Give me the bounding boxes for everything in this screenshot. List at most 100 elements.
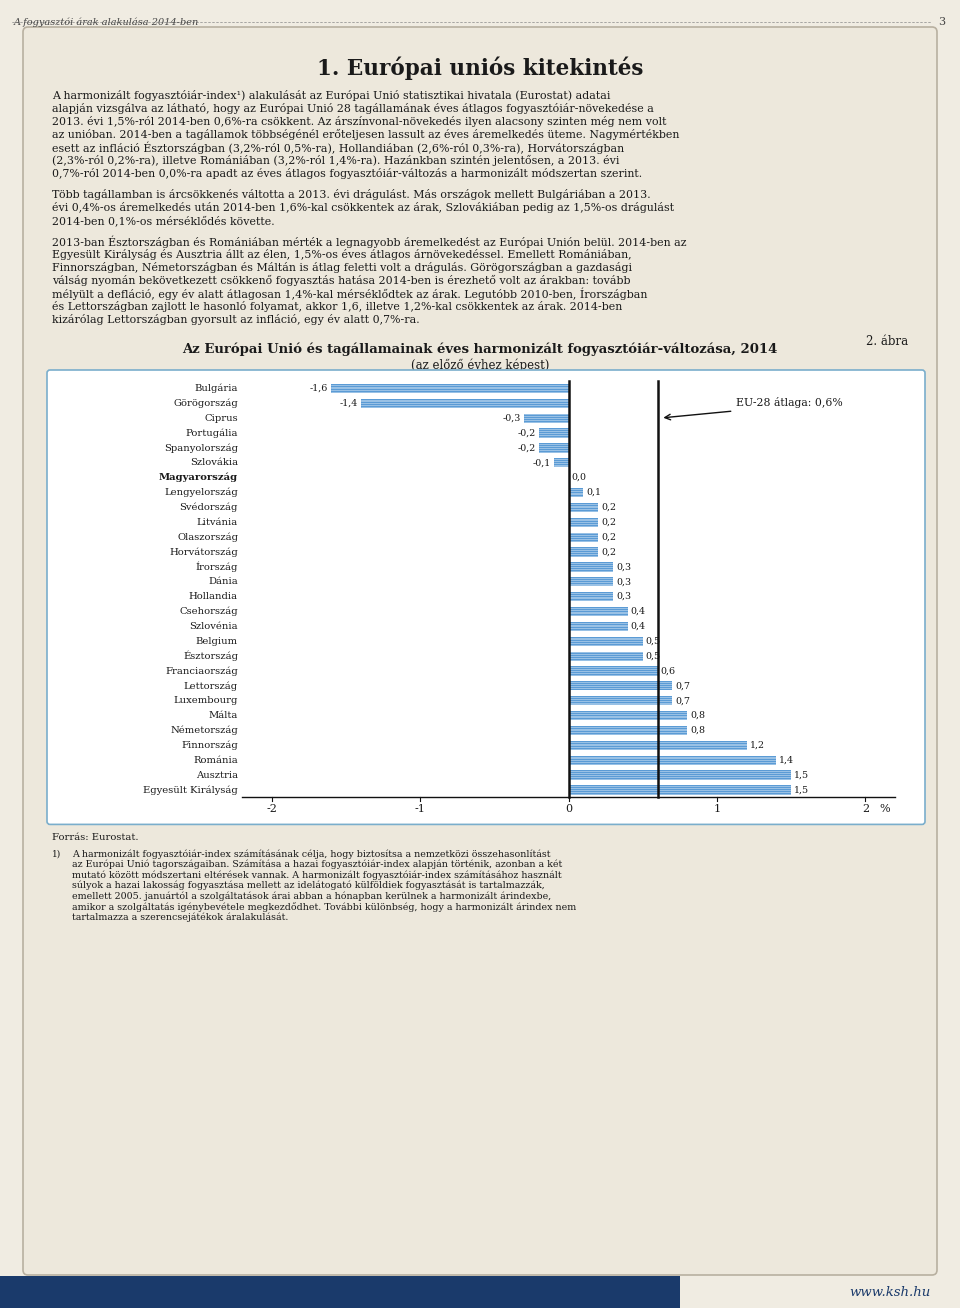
Text: Írország: Írország [196,561,238,572]
Bar [568,593,613,602]
Text: Lengyelország: Lengyelország [164,488,238,497]
Text: 0,0: 0,0 [571,473,587,483]
Text: 0,6: 0,6 [660,667,676,675]
Bar [568,666,658,676]
Text: 1,4: 1,4 [780,756,794,765]
Text: Görögország: Görögország [173,399,238,408]
Text: Finnországban, Németországban és Máltán is átlag feletti volt a drágulás. Görögo: Finnországban, Németországban és Máltán … [52,262,632,273]
Text: 1,5: 1,5 [794,786,809,794]
Text: 1. Európai uniós kitekintés: 1. Európai uniós kitekintés [317,56,643,80]
Bar [524,413,568,422]
Text: amikor a szolgáltatás igénybevétele megkezdődhet. További különbség, hogy a harm: amikor a szolgáltatás igénybevétele megk… [72,903,576,912]
Bar [361,399,568,408]
Bar [539,443,568,453]
Text: Franciaország: Franciaország [165,666,238,676]
Text: Több tagállamban is árcsökkenés váltotta a 2013. évi drágulást. Más országok mel: Több tagállamban is árcsökkenés váltotta… [52,188,651,200]
Bar [554,458,568,467]
Text: 0,5: 0,5 [646,651,660,661]
Text: 0,7: 0,7 [676,696,690,705]
Text: 0,3: 0,3 [616,562,631,572]
Text: 2013-ban Észtországban és Romániában mérték a legnagyobb áremelkedést az Európai: 2013-ban Észtországban és Romániában mér… [52,235,686,249]
Text: Lettország: Lettország [184,681,238,691]
Text: Litvánia: Litvánia [197,518,238,527]
Bar [568,696,672,705]
Text: 0,4: 0,4 [631,607,646,616]
Text: A harmonizált fogyasztóiár-index számításának célja, hogy biztosítsa a nemzetköz: A harmonizált fogyasztóiár-index számítá… [72,849,550,859]
Text: Szlovákia: Szlovákia [190,458,238,467]
Text: és Lettországban zajlott le hasonló folyamat, akkor 1,6, illetve 1,2%-kal csökke: és Lettországban zajlott le hasonló foly… [52,301,622,313]
Text: 2. ábra: 2. ábra [866,335,908,348]
Text: az Európai Unió tagországaiban. Számítása a hazai fogyasztóiár-index alapján tör: az Európai Unió tagországaiban. Számítás… [72,859,563,870]
Text: Belgium: Belgium [196,637,238,646]
Bar [568,712,687,721]
Bar [568,756,777,765]
Bar [0,1277,680,1308]
Text: Németország: Németország [170,726,238,735]
Text: Finnország: Finnország [181,740,238,749]
Text: -1,4: -1,4 [340,399,358,408]
Text: Horvátország: Horvátország [169,547,238,557]
Bar [568,577,613,586]
Text: Dánia: Dánia [208,577,238,586]
Text: 2013. évi 1,5%-ról 2014-ben 0,6%-ra csökkent. Az árszínvonal-növekedés ilyen ala: 2013. évi 1,5%-ról 2014-ben 0,6%-ra csök… [52,116,666,127]
Text: alapján vizsgálva az látható, hogy az Európai Unió 28 tagállamának éves átlagos : alapján vizsgálva az látható, hogy az Eu… [52,103,654,114]
Text: www.ksh.hu: www.ksh.hu [849,1286,930,1299]
Text: Egyesült Királyság és Ausztria állt az élen, 1,5%-os éves átlagos árnövekedéssel: Egyesült Királyság és Ausztria állt az é… [52,249,632,260]
Text: 0,2: 0,2 [601,502,616,511]
Bar [568,607,628,616]
Text: tartalmazza a szerencsejátékok áralakulását.: tartalmazza a szerencsejátékok áralakulá… [72,913,288,922]
Text: EU-28 átlaga: 0,6%: EU-28 átlaga: 0,6% [735,398,842,408]
Text: 0,3: 0,3 [616,593,631,602]
Bar [568,488,584,497]
Text: Luxembourg: Luxembourg [174,696,238,705]
Text: Spanyolország: Spanyolország [164,443,238,453]
Text: Szlovénia: Szlovénia [189,621,238,630]
Text: Észtország: Észtország [183,651,238,662]
Text: 0,3: 0,3 [616,577,631,586]
Text: 2: 2 [862,804,869,815]
Bar [568,562,613,572]
Bar [568,726,687,735]
Text: Svédország: Svédország [180,502,238,513]
Text: 0,4: 0,4 [631,621,646,630]
Bar [568,621,628,630]
Bar [568,502,598,511]
Text: -0,2: -0,2 [517,429,536,438]
Text: kizárólag Lettországban gyorsult az infláció, egy év alatt 0,7%-ra.: kizárólag Lettországban gyorsult az infl… [52,314,420,324]
Text: 0,1: 0,1 [587,488,601,497]
Text: %: % [879,804,890,815]
Bar [568,681,672,691]
Text: válság nyomán bekövetkezett csökkenő fogyasztás hatása 2014-ben is érezhető volt: válság nyomán bekövetkezett csökkenő fog… [52,275,631,286]
Text: 1,2: 1,2 [750,740,764,749]
Bar [568,548,598,557]
Bar [568,785,791,794]
Text: Hollandia: Hollandia [189,593,238,602]
Text: évi 0,4%-os áremelkedés után 2014-ben 1,6%-kal csökkentek az árak, Szlovákiában : évi 0,4%-os áremelkedés után 2014-ben 1,… [52,201,674,213]
Bar [568,740,747,749]
Bar [568,637,642,646]
FancyBboxPatch shape [23,27,937,1275]
Text: Ausztria: Ausztria [196,770,238,780]
Text: 1): 1) [52,849,61,858]
Text: -2: -2 [266,804,277,815]
Text: Magyarország: Magyarország [158,473,238,483]
Text: esett az infláció Észtországban (3,2%-ról 0,5%-ra), Hollandiában (2,6%-ról 0,3%-: esett az infláció Észtországban (3,2%-ró… [52,143,624,154]
Text: 0,5: 0,5 [646,637,660,646]
Text: Forrás: Eurostat.: Forrás: Eurostat. [52,833,138,842]
Text: (az előző évhez képest): (az előző évhez képest) [411,358,549,373]
Text: Portugália: Portugália [185,428,238,438]
Text: 1: 1 [713,804,720,815]
Bar [331,383,568,392]
Text: 0,8: 0,8 [690,712,706,721]
Text: Bulgária: Bulgária [195,383,238,394]
Text: 0: 0 [564,804,572,815]
Text: (2,3%-ról 0,2%-ra), illetve Romániában (3,2%-ról 1,4%-ra). Hazánkban szintén jel: (2,3%-ról 0,2%-ra), illetve Romániában (… [52,156,619,166]
Text: 0,2: 0,2 [601,532,616,542]
Text: A fogyasztói árak alakulása 2014-ben: A fogyasztói árak alakulása 2014-ben [14,17,200,26]
Text: Olaszország: Olaszország [177,532,238,542]
Text: 1,5: 1,5 [794,770,809,780]
Text: 0,8: 0,8 [690,726,706,735]
Bar [568,770,791,780]
Text: Románia: Románia [193,756,238,765]
Bar [568,518,598,527]
